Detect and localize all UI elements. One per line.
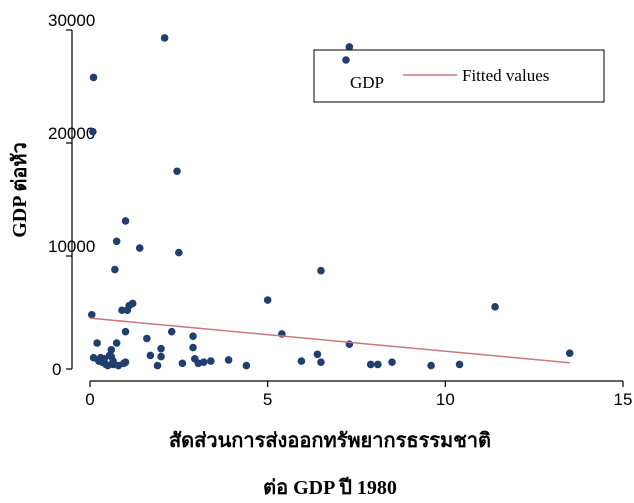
data-point (143, 334, 151, 343)
data-point (112, 339, 121, 347)
legend-gdp-label: GDP (350, 73, 384, 92)
legend-fit-label: Fitted values (462, 66, 549, 85)
data-point (157, 344, 165, 353)
y-ticks: 0 10000 20000 30000 (48, 11, 95, 379)
fitted-line-layer (89, 317, 570, 364)
y-tick-label: 30000 (48, 11, 95, 30)
data-point (317, 358, 325, 367)
data-point (189, 343, 197, 352)
data-point (242, 361, 251, 370)
x-tick-label: 0 (85, 390, 94, 409)
data-point (224, 356, 233, 364)
data-point (121, 358, 130, 367)
data-point (297, 357, 306, 365)
data-point (565, 349, 574, 357)
x-tick-label: 5 (263, 390, 272, 409)
data-point (118, 306, 126, 315)
data-point (388, 358, 396, 367)
x-axis-title-line1: สัดส่วนการส่งออกทรัพยากรธรรมชาติ (169, 430, 491, 452)
data-point (427, 361, 435, 370)
data-point (491, 303, 499, 311)
legend: GDP Fitted values (313, 49, 605, 103)
data-point (189, 332, 197, 341)
data-point (146, 351, 155, 360)
data-point (112, 237, 121, 246)
data-point (89, 73, 98, 82)
x-ticks: 0 5 10 15 (85, 381, 632, 409)
data-point (173, 167, 181, 176)
data-point (160, 34, 169, 42)
y-axis: 0 10000 20000 30000 (48, 11, 95, 379)
data-point (175, 248, 183, 257)
y-axis-title: GDP ต่อหัว (9, 142, 31, 238)
fitted-line (89, 317, 570, 364)
data-point (89, 127, 97, 136)
data-point (263, 296, 272, 304)
y-tick-label: 10000 (48, 237, 95, 256)
legend-box (313, 49, 605, 103)
legend-gdp-marker (342, 56, 350, 64)
data-point (317, 266, 325, 275)
data-point (135, 244, 144, 252)
data-points (87, 34, 574, 370)
data-point (93, 339, 101, 347)
data-point (121, 327, 130, 336)
data-point (374, 360, 382, 369)
data-point (313, 350, 322, 359)
data-point (107, 345, 116, 354)
data-point (455, 360, 464, 369)
x-tick-label: 10 (436, 390, 455, 409)
data-point (157, 352, 165, 361)
data-point (128, 299, 137, 308)
x-tick-label: 15 (614, 390, 633, 409)
x-axis: 0 5 10 15 (85, 380, 632, 409)
data-point (345, 43, 354, 51)
data-point (87, 310, 96, 319)
data-point (153, 361, 162, 370)
y-tick-label: 20000 (48, 124, 95, 143)
data-point (178, 359, 187, 368)
data-point (199, 358, 208, 367)
data-point (167, 327, 176, 336)
y-tick-label: 0 (52, 360, 61, 379)
data-point (121, 217, 130, 225)
data-point (111, 265, 119, 274)
x-axis-title-line2: ต่อ GDP ปี 1980 (263, 476, 397, 499)
data-point (207, 357, 215, 365)
data-point (109, 357, 117, 365)
data-point (366, 360, 375, 369)
